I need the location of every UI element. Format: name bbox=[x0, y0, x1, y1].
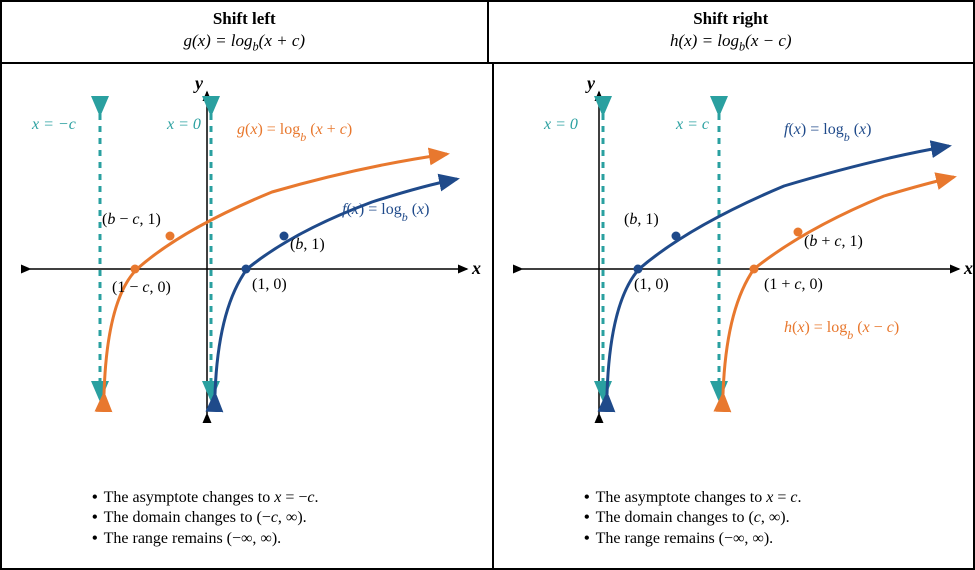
right-chart: x y x = 0 x = c (b, 1) (1, 0) bbox=[504, 74, 974, 454]
label-1-0: (1, 0) bbox=[634, 276, 669, 293]
curve-h bbox=[723, 177, 954, 394]
right-formula: h(x) = logb(x − c) bbox=[670, 31, 792, 54]
curve-f-label: f(x) = logb (x) bbox=[784, 121, 871, 144]
point-1plusc-0 bbox=[750, 265, 759, 274]
label-b-1: (b, 1) bbox=[290, 236, 325, 253]
right-b3: The range remains (−∞, ∞). bbox=[596, 529, 774, 550]
curve-g bbox=[104, 154, 447, 394]
asym-c-label: x = c bbox=[675, 116, 709, 133]
point-bminusc-1 bbox=[166, 232, 175, 241]
x-axis-label: x bbox=[471, 258, 481, 278]
left-panel: x y x = −c x = 0 (b − c, 1) (1 − c bbox=[2, 64, 494, 568]
asym-zero-label: x = 0 bbox=[543, 116, 578, 133]
right-b2: The domain changes to (c, ∞). bbox=[596, 508, 790, 529]
point-bplusc-1 bbox=[794, 228, 803, 237]
right-bullets: •The asymptote changes to x = c. •The do… bbox=[584, 488, 801, 550]
curve-h-label: h(x) = logb (x − c) bbox=[784, 319, 899, 342]
right-panel: x y x = 0 x = c (b, 1) (1, 0) bbox=[494, 64, 975, 568]
header-right: Shift right h(x) = logb(x − c) bbox=[489, 2, 974, 62]
left-b1: The asymptote changes to x = −c. bbox=[104, 488, 319, 509]
curve-f bbox=[607, 146, 949, 394]
point-1-0 bbox=[242, 265, 251, 274]
right-title: Shift right bbox=[693, 9, 768, 29]
label-b-1: (b, 1) bbox=[624, 211, 659, 228]
curve-f-label: f(x) = logb (x) bbox=[342, 201, 429, 224]
left-b3: The range remains (−∞, ∞). bbox=[104, 529, 282, 550]
label-1plusc-0: (1 + c, 0) bbox=[764, 276, 823, 293]
left-title: Shift left bbox=[213, 9, 276, 29]
panels-row: x y x = −c x = 0 (b − c, 1) (1 − c bbox=[2, 64, 973, 568]
figure-container: Shift left g(x) = logb(x + c) Shift righ… bbox=[0, 0, 975, 570]
point-b-1 bbox=[280, 232, 289, 241]
left-formula: g(x) = logb(x + c) bbox=[183, 31, 305, 54]
label-1minusc-0: (1 − c, 0) bbox=[112, 279, 171, 296]
right-b1: The asymptote changes to x = c. bbox=[596, 488, 802, 509]
asym-zero-label: x = 0 bbox=[166, 116, 201, 133]
curve-g-label: g(x) = logb (x + c) bbox=[237, 121, 352, 144]
label-1-0: (1, 0) bbox=[252, 276, 287, 293]
point-b-1 bbox=[672, 232, 681, 241]
asym-neg-c-label: x = −c bbox=[31, 116, 76, 133]
left-b2: The domain changes to (−c, ∞). bbox=[104, 508, 307, 529]
header-row: Shift left g(x) = logb(x + c) Shift righ… bbox=[2, 2, 973, 64]
header-left: Shift left g(x) = logb(x + c) bbox=[2, 2, 489, 62]
left-chart: x y x = −c x = 0 (b − c, 1) (1 − c bbox=[12, 74, 482, 454]
point-1minusc-0 bbox=[131, 265, 140, 274]
y-axis-label: y bbox=[585, 74, 596, 93]
point-1-0 bbox=[634, 265, 643, 274]
label-bminusc-1: (b − c, 1) bbox=[102, 211, 161, 228]
label-bplusc-1: (b + c, 1) bbox=[804, 233, 863, 250]
left-bullets: •The asymptote changes to x = −c. •The d… bbox=[92, 488, 319, 550]
x-axis-label: x bbox=[963, 258, 973, 278]
y-axis-label: y bbox=[193, 74, 204, 93]
